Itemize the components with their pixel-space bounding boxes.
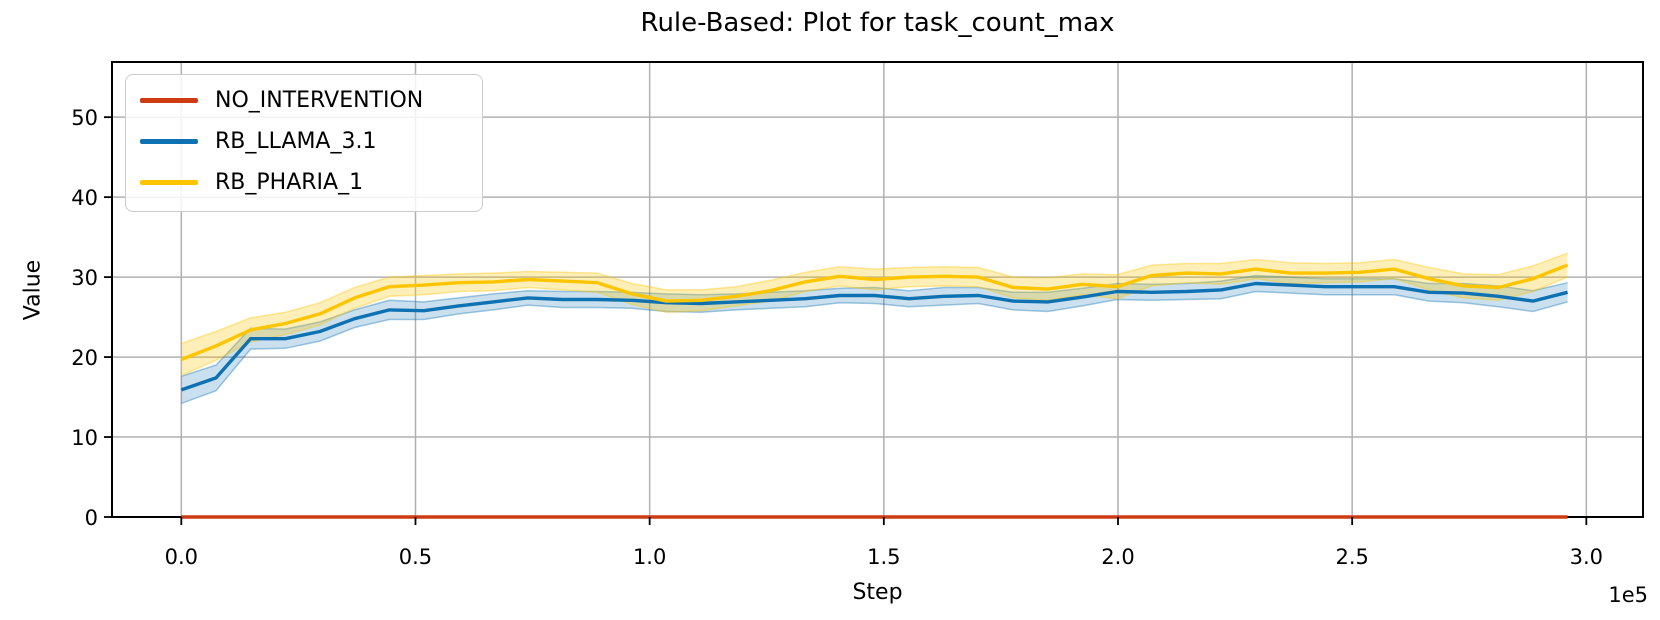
legend-item-no-intervention: NO_INTERVENTION	[140, 80, 482, 121]
svg-text:40: 40	[71, 186, 98, 210]
svg-text:1.5: 1.5	[867, 545, 900, 569]
legend-swatch-rb-llama-3-1	[140, 139, 198, 144]
legend-item-rb-pharia-1: RB_PHARIA_1	[140, 162, 482, 203]
svg-text:0: 0	[85, 506, 98, 530]
legend-item-rb-llama-3-1: RB_LLAMA_3.1	[140, 121, 482, 162]
svg-text:1.0: 1.0	[633, 545, 666, 569]
svg-text:30: 30	[71, 266, 98, 290]
legend-label-rb-llama-3-1: RB_LLAMA_3.1	[215, 129, 377, 154]
svg-text:2.0: 2.0	[1101, 545, 1134, 569]
svg-text:0.0: 0.0	[165, 545, 198, 569]
legend-swatch-rb-pharia-1	[140, 180, 198, 185]
svg-text:20: 20	[71, 346, 98, 370]
legend-label-rb-pharia-1: RB_PHARIA_1	[215, 170, 364, 195]
svg-text:10: 10	[71, 426, 98, 450]
x-axis-label: Step	[852, 580, 903, 605]
legend-swatch-no-intervention	[140, 98, 198, 103]
x-axis-offset-label: 1e5	[1608, 583, 1648, 607]
svg-text:50: 50	[71, 106, 98, 130]
svg-text:0.5: 0.5	[399, 545, 432, 569]
svg-text:2.5: 2.5	[1335, 545, 1368, 569]
chart-title: Rule-Based: Plot for task_count_max	[640, 8, 1115, 38]
legend: NO_INTERVENTION RB_LLAMA_3.1 RB_PHARIA_1	[125, 74, 483, 212]
legend-label-no-intervention: NO_INTERVENTION	[215, 88, 424, 113]
svg-text:3.0: 3.0	[1570, 545, 1603, 569]
